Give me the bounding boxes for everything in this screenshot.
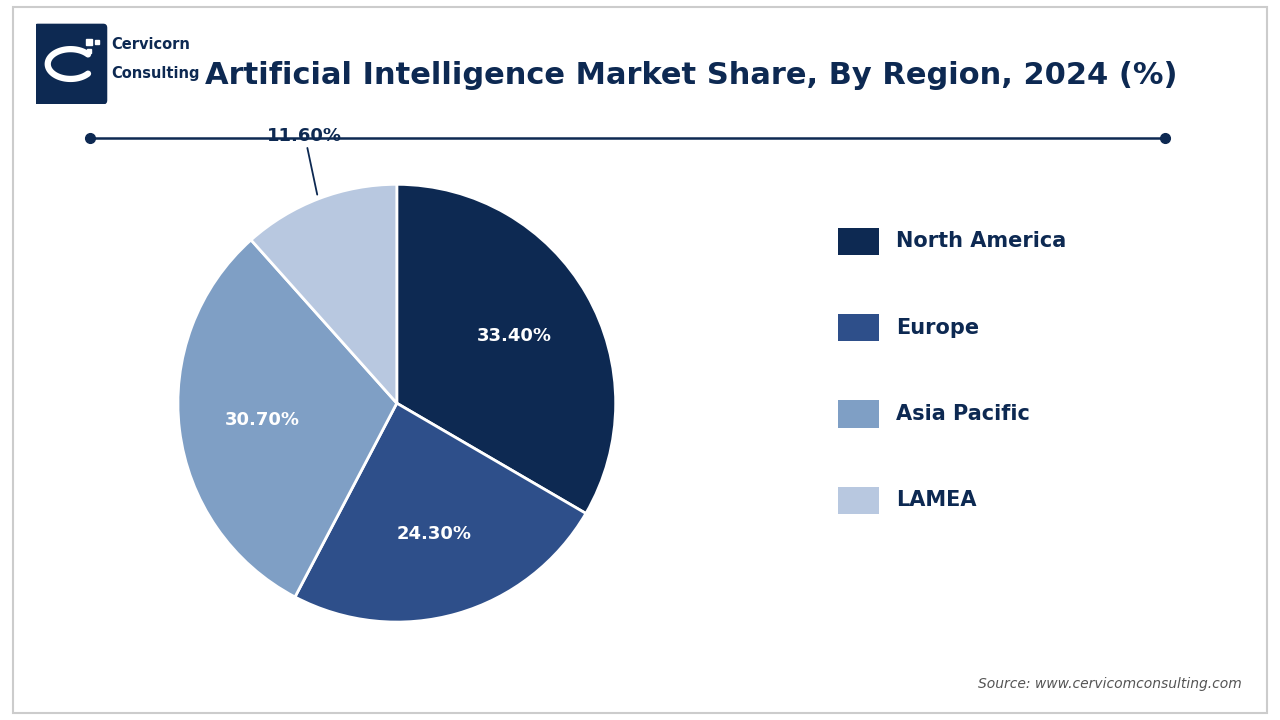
Wedge shape <box>294 403 586 622</box>
Text: Source: www.cervicomconsulting.com: Source: www.cervicomconsulting.com <box>978 678 1242 691</box>
FancyBboxPatch shape <box>33 24 108 104</box>
FancyBboxPatch shape <box>838 228 879 255</box>
Text: 24.30%: 24.30% <box>397 525 472 543</box>
Wedge shape <box>178 240 397 597</box>
Wedge shape <box>397 184 616 513</box>
FancyBboxPatch shape <box>838 314 879 341</box>
Text: Cervicorn: Cervicorn <box>111 37 191 52</box>
Text: Asia Pacific: Asia Pacific <box>896 404 1030 424</box>
Wedge shape <box>251 184 397 403</box>
Text: LAMEA: LAMEA <box>896 490 977 510</box>
Text: 33.40%: 33.40% <box>477 327 552 345</box>
FancyBboxPatch shape <box>838 487 879 514</box>
Text: North America: North America <box>896 231 1066 251</box>
Text: Artificial Intelligence Market Share, By Region, 2024 (%): Artificial Intelligence Market Share, By… <box>205 61 1178 90</box>
Text: 11.60%: 11.60% <box>268 127 342 194</box>
Text: Consulting: Consulting <box>111 66 200 81</box>
Text: 30.70%: 30.70% <box>224 411 300 429</box>
FancyBboxPatch shape <box>838 400 879 428</box>
Text: Europe: Europe <box>896 318 979 338</box>
